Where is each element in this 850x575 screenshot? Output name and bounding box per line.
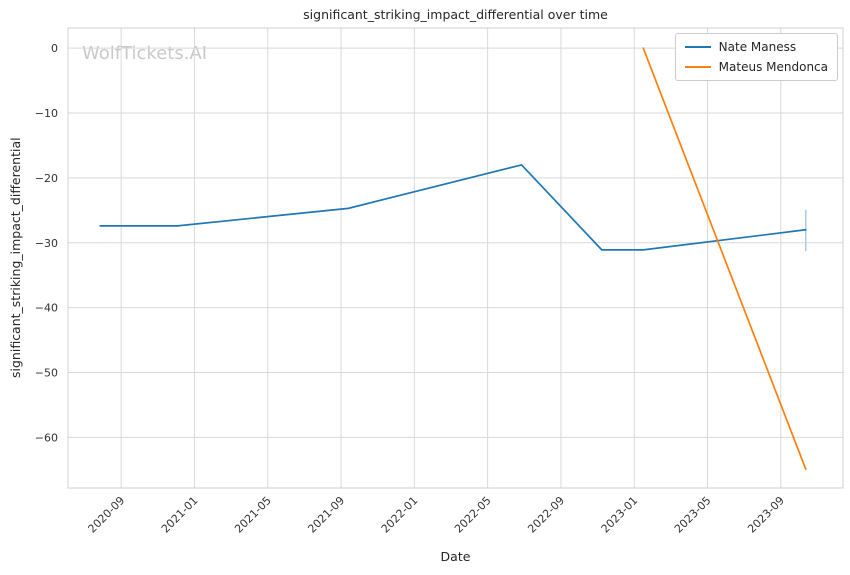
x-tick-label: 2022-09	[525, 494, 567, 536]
x-tick-label: 2021-05	[232, 494, 274, 536]
x-tick-label: 2023-05	[672, 494, 714, 536]
x-tick-label: 2023-09	[745, 494, 787, 536]
legend-line-swatch-orange	[684, 66, 711, 68]
x-tick-label: 2022-05	[452, 494, 494, 536]
x-tick-label: 2021-01	[159, 494, 201, 536]
plot-frame	[67, 27, 844, 489]
x-tick-label: 2020-09	[86, 494, 128, 536]
x-tick-label: 2023-01	[599, 494, 641, 536]
y-tick-label: −60	[35, 431, 58, 444]
legend-item-nate-maness: Nate Maness	[684, 40, 828, 54]
legend: Nate Maness Mateus Mendonca	[674, 33, 838, 81]
legend-label: Nate Maness	[718, 40, 797, 54]
y-tick-label: −30	[35, 237, 58, 250]
legend-item-mateus-mendonca: Mateus Mendonca	[684, 60, 828, 74]
y-tick-label: −50	[35, 367, 58, 380]
legend-line-swatch-blue	[684, 46, 711, 48]
series-line-mateus-mendonca	[642, 47, 807, 471]
x-axis-label: Date	[440, 549, 471, 564]
series-line-nate-maness	[99, 164, 807, 251]
chart-title: significant_striking_impact_differential…	[303, 7, 608, 22]
y-tick-label: −40	[35, 302, 58, 315]
y-tick-label: −10	[35, 107, 58, 120]
legend-label: Mateus Mendonca	[718, 60, 828, 74]
y-tick-label: −20	[35, 172, 58, 185]
x-tick-label: 2021-09	[305, 494, 347, 536]
y-tick-label: 0	[51, 42, 58, 55]
x-tick-label: 2022-01	[379, 494, 421, 536]
